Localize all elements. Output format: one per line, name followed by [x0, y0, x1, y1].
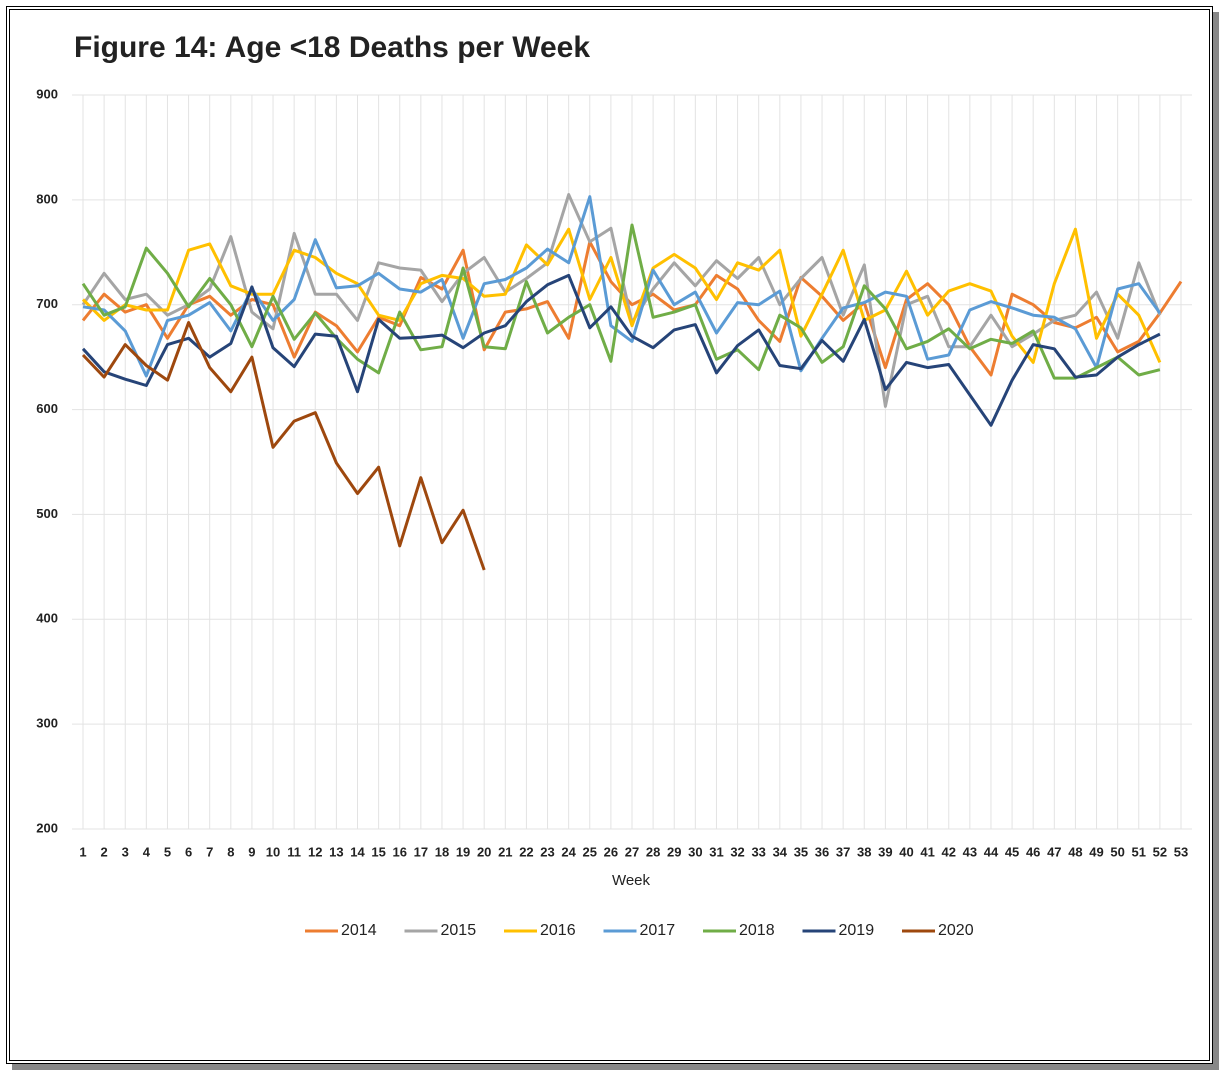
y-tick-label: 800: [36, 191, 58, 206]
x-tick-label: 44: [984, 844, 999, 859]
chart-title: Figure 14: Age <18 Deaths per Week: [74, 31, 590, 64]
x-tick-label: 31: [709, 844, 723, 859]
x-tick-label: 33: [751, 844, 765, 859]
legend-label: 2015: [441, 922, 477, 939]
series-line: [81, 273, 1161, 427]
series-line: [81, 240, 1183, 377]
x-tick-label: 18: [435, 844, 449, 859]
x-tick-label: 22: [519, 844, 533, 859]
x-tick-label: 14: [350, 844, 365, 859]
x-tick-label: 41: [920, 844, 934, 859]
y-tick-label: 400: [36, 611, 58, 626]
y-tick-label: 300: [36, 716, 58, 731]
x-tick-label: 11: [287, 844, 301, 859]
x-tick-label: 49: [1089, 844, 1103, 859]
y-tick-label: 500: [36, 506, 58, 521]
x-tick-label: 53: [1174, 844, 1188, 859]
x-tick-label: 28: [646, 844, 660, 859]
x-tick-label: 32: [730, 844, 744, 859]
x-tick-label: 13: [329, 844, 343, 859]
x-tick-label: 45: [1005, 844, 1019, 859]
x-tick-label: 9: [248, 844, 255, 859]
x-tick-label: 50: [1110, 844, 1124, 859]
x-tick-label: 6: [185, 844, 192, 859]
legend-label: 2016: [540, 922, 576, 939]
y-tick-label: 900: [36, 86, 58, 101]
y-tick-label: 200: [36, 820, 58, 835]
x-tick-label: 4: [143, 844, 151, 859]
x-tick-label: 46: [1026, 844, 1040, 859]
x-tick-label: 42: [941, 844, 955, 859]
x-tick-label: 52: [1153, 844, 1167, 859]
x-tick-label: 27: [625, 844, 639, 859]
x-tick-label: 51: [1132, 844, 1146, 859]
y-tick-label: 700: [36, 296, 58, 311]
x-tick-label: 7: [206, 844, 213, 859]
x-axis-label: Week: [612, 872, 651, 889]
x-tick-label: 35: [794, 844, 808, 859]
x-tick-label: 10: [266, 844, 280, 859]
x-tick-label: 25: [583, 844, 597, 859]
x-tick-label: 16: [392, 844, 406, 859]
x-tick-label: 26: [604, 844, 618, 859]
x-tick-label: 38: [857, 844, 871, 859]
x-tick-label: 17: [414, 844, 428, 859]
x-tick-label: 29: [667, 844, 681, 859]
y-tick-label: 600: [36, 401, 58, 416]
x-tick-label: 21: [498, 844, 512, 859]
x-tick-label: 43: [963, 844, 977, 859]
legend-label: 2018: [739, 922, 775, 939]
series-line: [82, 195, 1162, 378]
x-tick-label: 37: [836, 844, 850, 859]
legend-label: 2020: [938, 922, 974, 939]
x-tick-label: 30: [688, 844, 702, 859]
x-tick-label: 1: [79, 844, 86, 859]
x-tick-label: 12: [308, 844, 322, 859]
legend-label: 2019: [839, 922, 875, 939]
legend-label: 2014: [341, 922, 377, 939]
x-tick-label: 47: [1047, 844, 1061, 859]
x-tick-label: 19: [456, 844, 470, 859]
x-tick-label: 34: [773, 844, 788, 859]
x-tick-label: 3: [122, 844, 129, 859]
x-tick-label: 8: [227, 844, 234, 859]
x-tick-label: 5: [164, 844, 171, 859]
x-tick-label: 24: [561, 844, 576, 859]
legend-label: 2017: [640, 922, 676, 939]
x-tick-label: 39: [878, 844, 892, 859]
x-tick-label: 20: [477, 844, 491, 859]
x-tick-label: 2: [100, 844, 107, 859]
series-line: [81, 321, 486, 571]
x-tick-label: 23: [540, 844, 554, 859]
x-tick-label: 48: [1068, 844, 1082, 859]
x-tick-label: 15: [371, 844, 385, 859]
x-tick-label: 36: [815, 844, 829, 859]
x-tick-label: 40: [899, 844, 913, 859]
